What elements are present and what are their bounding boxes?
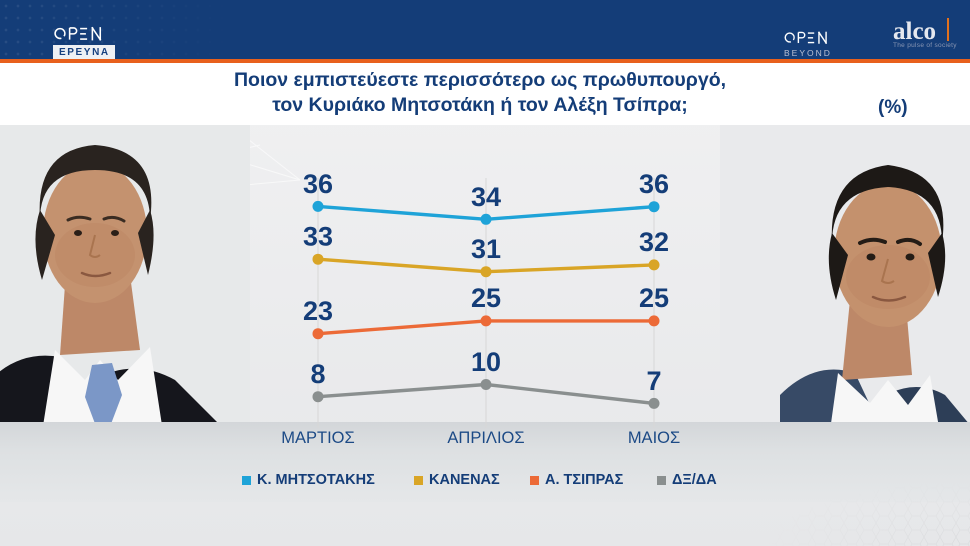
svg-text:33: 33 xyxy=(303,222,333,252)
svg-text:25: 25 xyxy=(639,283,669,313)
svg-text:10: 10 xyxy=(471,347,501,377)
svg-text:23: 23 xyxy=(303,296,333,326)
svg-text:8: 8 xyxy=(310,359,325,389)
svg-text:ΜΑΡΤΙΟΣ: ΜΑΡΤΙΟΣ xyxy=(281,429,354,447)
svg-text:34: 34 xyxy=(471,182,501,212)
svg-text:7: 7 xyxy=(646,366,661,396)
svg-text:31: 31 xyxy=(471,234,501,264)
svg-text:36: 36 xyxy=(639,169,669,199)
svg-text:36: 36 xyxy=(303,169,333,199)
svg-text:ΑΠΡΙΛΙΟΣ: ΑΠΡΙΛΙΟΣ xyxy=(447,429,524,447)
svg-text:32: 32 xyxy=(639,227,669,257)
svg-text:ΜΑΙΟΣ: ΜΑΙΟΣ xyxy=(628,429,680,447)
svg-text:25: 25 xyxy=(471,283,501,313)
